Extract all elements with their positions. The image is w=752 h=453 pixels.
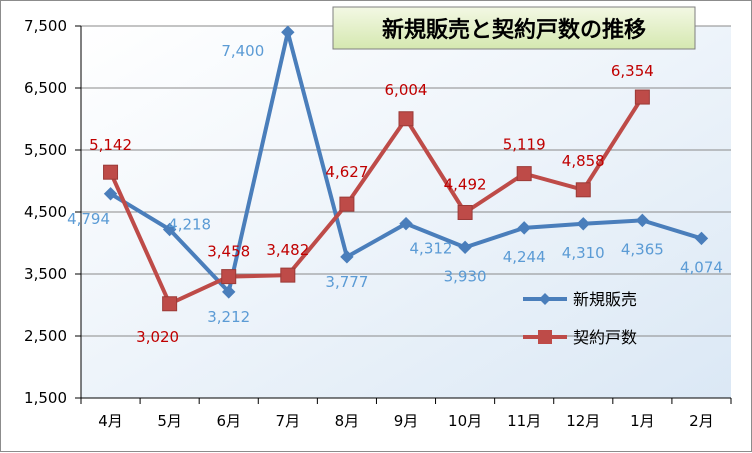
data-point-square bbox=[398, 111, 414, 127]
data-label: 5,142 bbox=[89, 136, 132, 154]
y-tick-label: 6,500 bbox=[24, 79, 67, 97]
y-tick-label: 2,500 bbox=[24, 327, 67, 345]
data-point-diamond bbox=[517, 221, 531, 235]
x-tick-label: 12月 bbox=[566, 412, 600, 430]
data-label: 3,020 bbox=[136, 328, 179, 346]
data-label: 3,212 bbox=[207, 308, 250, 326]
data-label: 4,218 bbox=[168, 215, 211, 233]
data-labels: 4,794 4,218 3,212 7,400 3,777 4,312 3,930 4,244… bbox=[67, 42, 723, 346]
data-point-square bbox=[103, 164, 119, 180]
data-point-square bbox=[221, 269, 237, 285]
x-tick-label: 4月 bbox=[98, 412, 123, 430]
y-axis: 1,500 2,500 3,500 4,500 5,500 6,500 7,500 bbox=[24, 17, 82, 407]
x-tick-label: 10月 bbox=[448, 412, 482, 430]
x-tick-label: 7月 bbox=[276, 412, 301, 430]
data-label: 3,482 bbox=[266, 241, 309, 259]
data-point-square bbox=[162, 296, 178, 312]
y-tick-label: 1,500 bbox=[24, 389, 67, 407]
data-label: 3,458 bbox=[207, 243, 250, 261]
data-point-diamond bbox=[694, 231, 709, 246]
data-point-diamond bbox=[222, 285, 236, 299]
x-tick-label: 11月 bbox=[507, 412, 541, 430]
data-label: 3,930 bbox=[444, 267, 487, 285]
x-tick-label: 2月 bbox=[689, 412, 714, 430]
data-label: 7,400 bbox=[221, 42, 264, 60]
x-tick-label: 1月 bbox=[630, 412, 655, 430]
data-point-square bbox=[339, 196, 355, 212]
data-point-diamond bbox=[458, 240, 472, 255]
data-label: 4,244 bbox=[503, 248, 546, 266]
x-tick-label: 5月 bbox=[157, 412, 182, 430]
x-tick-label: 8月 bbox=[335, 412, 360, 430]
data-label: 4,627 bbox=[325, 163, 368, 181]
data-label: 4,312 bbox=[410, 240, 453, 258]
data-label: 4,492 bbox=[444, 175, 487, 193]
data-label: 3,777 bbox=[325, 273, 368, 291]
data-point-diamond bbox=[103, 187, 118, 201]
chart-title-box: 新規販売と契約戸数の推移 bbox=[332, 6, 696, 50]
y-tick-label: 5,500 bbox=[24, 141, 67, 159]
data-point-diamond bbox=[635, 213, 650, 228]
data-label: 5,119 bbox=[503, 136, 546, 154]
data-point-diamond bbox=[399, 216, 413, 231]
legend-label: 契約戸数 bbox=[573, 328, 637, 347]
data-point-square bbox=[457, 204, 473, 220]
data-point-diamond bbox=[281, 25, 295, 39]
y-tick-label: 3,500 bbox=[24, 265, 67, 283]
data-label: 4,310 bbox=[562, 244, 605, 262]
legend-label: 新規販売 bbox=[573, 290, 637, 309]
series-group bbox=[103, 25, 709, 312]
data-point-square bbox=[634, 89, 650, 105]
data-label: 4,858 bbox=[562, 152, 605, 170]
data-label: 4,794 bbox=[67, 210, 110, 228]
x-axis: 4月 5月 6月 7月 8月 9月 10月 11月 12月 1月 2月 bbox=[80, 397, 732, 430]
data-point-square bbox=[575, 182, 591, 198]
data-point-square bbox=[516, 166, 532, 182]
y-tick-label: 7,500 bbox=[24, 17, 67, 35]
data-point-square bbox=[280, 267, 296, 283]
data-point-diamond bbox=[340, 250, 354, 264]
data-point-diamond bbox=[576, 217, 590, 231]
series-line-2 bbox=[108, 95, 645, 306]
data-label: 4,365 bbox=[621, 240, 664, 258]
legend-marker-diamond bbox=[539, 293, 551, 305]
data-label: 6,354 bbox=[611, 62, 654, 80]
x-tick-label: 6月 bbox=[216, 412, 241, 430]
data-point-diamond bbox=[162, 222, 177, 237]
legend-marker-square bbox=[538, 330, 552, 344]
x-tick-label: 9月 bbox=[394, 412, 419, 430]
data-label: 6,004 bbox=[385, 81, 428, 99]
y-tick-label: 4,500 bbox=[24, 203, 67, 221]
chart-title: 新規販売と契約戸数の推移 bbox=[382, 17, 646, 43]
data-label: 4,074 bbox=[680, 258, 723, 276]
